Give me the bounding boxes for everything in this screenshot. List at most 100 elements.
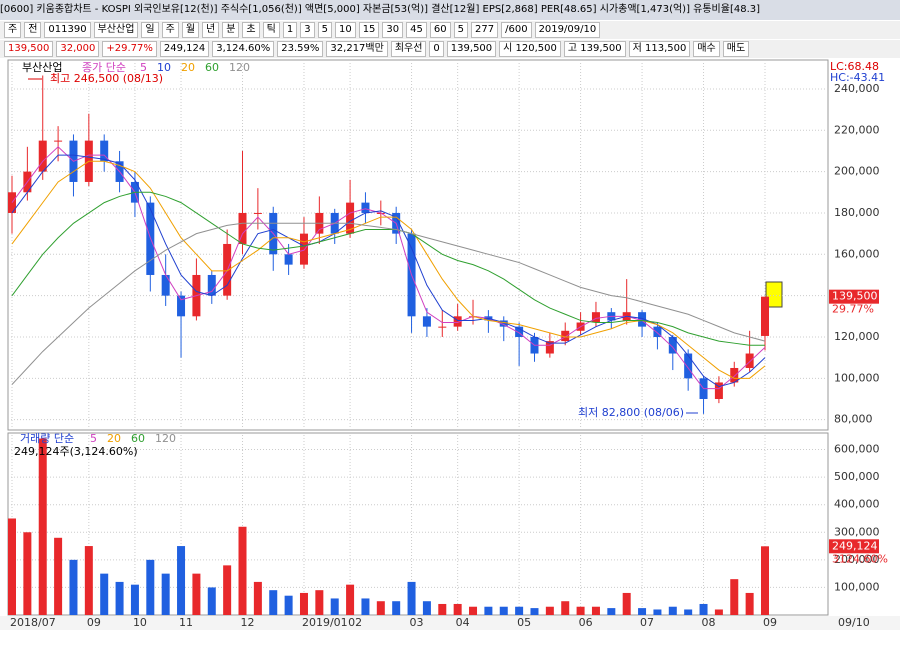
quote-field: 32,217백만 bbox=[326, 41, 388, 57]
legend-entry: 5 bbox=[90, 432, 97, 445]
candle-body bbox=[453, 316, 462, 327]
x-axis-strip bbox=[0, 616, 900, 630]
x-tick-label: 03 bbox=[410, 616, 424, 629]
x-last-date: 09/10 bbox=[838, 616, 870, 629]
candle-body bbox=[591, 312, 600, 323]
window-title: [0600] 키움종합차트 - KOSPI 외국인보유[12(천)] 주식수[1… bbox=[0, 4, 761, 15]
marker-box bbox=[765, 281, 783, 308]
y-tick-label: 200,000 bbox=[834, 165, 880, 178]
toolbar-button[interactable]: 전 bbox=[24, 22, 42, 38]
legend-entry: 60 bbox=[205, 61, 219, 74]
toolbar-button[interactable]: 일 bbox=[141, 22, 159, 38]
candle-body bbox=[284, 254, 293, 265]
volume-bar bbox=[315, 590, 324, 615]
legend-entry: 20 bbox=[107, 432, 121, 445]
candle-body bbox=[299, 233, 308, 265]
volume-bar bbox=[745, 592, 754, 615]
volume-pct: 3124.60% bbox=[832, 552, 888, 565]
candle-body bbox=[161, 274, 170, 296]
volume-summary: 249,124주(3,124.60%) bbox=[14, 445, 138, 458]
volume-bar bbox=[192, 573, 201, 615]
x-tick-label: 2019/01 bbox=[302, 616, 348, 629]
volume-bar bbox=[146, 559, 155, 615]
toolbar-button[interactable]: 초 bbox=[242, 22, 260, 38]
y-tick-label: 80,000 bbox=[834, 413, 873, 426]
quote-field: 시 120,500 bbox=[499, 41, 561, 57]
volume-bar bbox=[177, 546, 186, 615]
y-tick-label: 220,000 bbox=[834, 123, 880, 136]
y-tick-label: 200,000 bbox=[834, 553, 880, 566]
y-tick-label: 500,000 bbox=[834, 470, 880, 483]
toolbar-button[interactable]: /600 bbox=[501, 22, 532, 38]
quote-field: 139,500 bbox=[4, 41, 54, 57]
hc: HC:-43.41 bbox=[830, 71, 885, 84]
toolbar-button[interactable]: 10 bbox=[334, 22, 356, 38]
quote-field: 32,000 bbox=[56, 41, 100, 57]
quote-field: 249,124 bbox=[159, 41, 210, 57]
volume-bar bbox=[653, 609, 662, 615]
candle-body bbox=[638, 312, 647, 327]
toolbar-button[interactable]: 2019/09/10 bbox=[534, 22, 601, 38]
toolbar-button[interactable]: 년 bbox=[202, 22, 220, 38]
x-tick-label: 07 bbox=[640, 616, 654, 629]
volume-bar bbox=[115, 581, 124, 615]
volume-bar bbox=[8, 518, 16, 615]
toolbar-button[interactable]: 45 bbox=[406, 22, 427, 38]
ma-line bbox=[11, 154, 766, 388]
x-tick-label: 2018/07 bbox=[10, 616, 56, 629]
toolbar-button[interactable]: 30 bbox=[382, 22, 404, 38]
volume-bar bbox=[407, 581, 416, 615]
volume-bar bbox=[69, 559, 78, 615]
volume-bar bbox=[238, 526, 247, 615]
toolbar-button[interactable]: 1 bbox=[282, 22, 298, 38]
x-tick-label: 05 bbox=[517, 616, 531, 629]
legend-entry: 60 bbox=[131, 432, 145, 445]
volume-bar bbox=[284, 595, 293, 615]
legend-entry: 10 bbox=[157, 61, 171, 74]
x-tick-label: 10 bbox=[133, 616, 147, 629]
candle-body bbox=[438, 326, 447, 328]
toolbar-button[interactable]: 부산산업 bbox=[93, 22, 139, 38]
y-tick-label: 600,000 bbox=[834, 443, 880, 456]
volume-bar bbox=[668, 606, 677, 615]
candle-body bbox=[253, 212, 262, 214]
ma-line bbox=[11, 191, 765, 346]
toolbar-button[interactable]: 5 bbox=[453, 22, 468, 38]
quote-field[interactable]: 매도 bbox=[722, 41, 750, 57]
toolbar-button[interactable]: 틱 bbox=[262, 22, 280, 38]
x-tick-label: 04 bbox=[456, 616, 470, 629]
toolbar-button[interactable]: 주 bbox=[161, 22, 179, 38]
candle-body bbox=[177, 295, 186, 317]
volume-bar bbox=[130, 584, 139, 615]
quote-field[interactable]: 매수 bbox=[693, 41, 720, 57]
quote-field: 고 139,500 bbox=[563, 41, 626, 57]
volume-bar bbox=[515, 606, 524, 615]
volume-bar bbox=[714, 609, 723, 615]
quote-field: 0 bbox=[429, 41, 444, 57]
candle-body bbox=[515, 326, 524, 337]
volume-label: 거래량 단순 bbox=[20, 432, 74, 445]
volume-bar bbox=[484, 606, 493, 615]
volume-bar bbox=[207, 587, 216, 615]
toolbar-button[interactable]: 15 bbox=[358, 22, 380, 38]
candle-body bbox=[668, 336, 677, 354]
toolbar-button[interactable]: 5 bbox=[317, 22, 332, 38]
toolbar-button[interactable]: 60 bbox=[429, 22, 451, 38]
x-tick-label: 06 bbox=[579, 616, 593, 629]
x-tick-label: 02 bbox=[348, 616, 362, 629]
candle-body bbox=[238, 212, 247, 244]
volume-bar bbox=[330, 598, 339, 615]
toolbar-button[interactable]: 월 bbox=[181, 22, 200, 38]
volume-bar bbox=[422, 601, 431, 615]
toolbar-button[interactable]: 분 bbox=[222, 22, 240, 38]
volume-bar bbox=[38, 438, 47, 615]
toolbar-button[interactable]: 011390 bbox=[44, 22, 91, 38]
volume-bar bbox=[453, 603, 462, 615]
toolbar-button[interactable]: 3 bbox=[300, 22, 315, 38]
toolbar-button[interactable]: 주 bbox=[4, 22, 22, 38]
low-note: 최저 82,800 (08/06) bbox=[578, 406, 684, 419]
toolbar-button[interactable]: 277 bbox=[471, 22, 499, 38]
price-tag bbox=[829, 289, 879, 304]
candle-body bbox=[361, 202, 370, 213]
